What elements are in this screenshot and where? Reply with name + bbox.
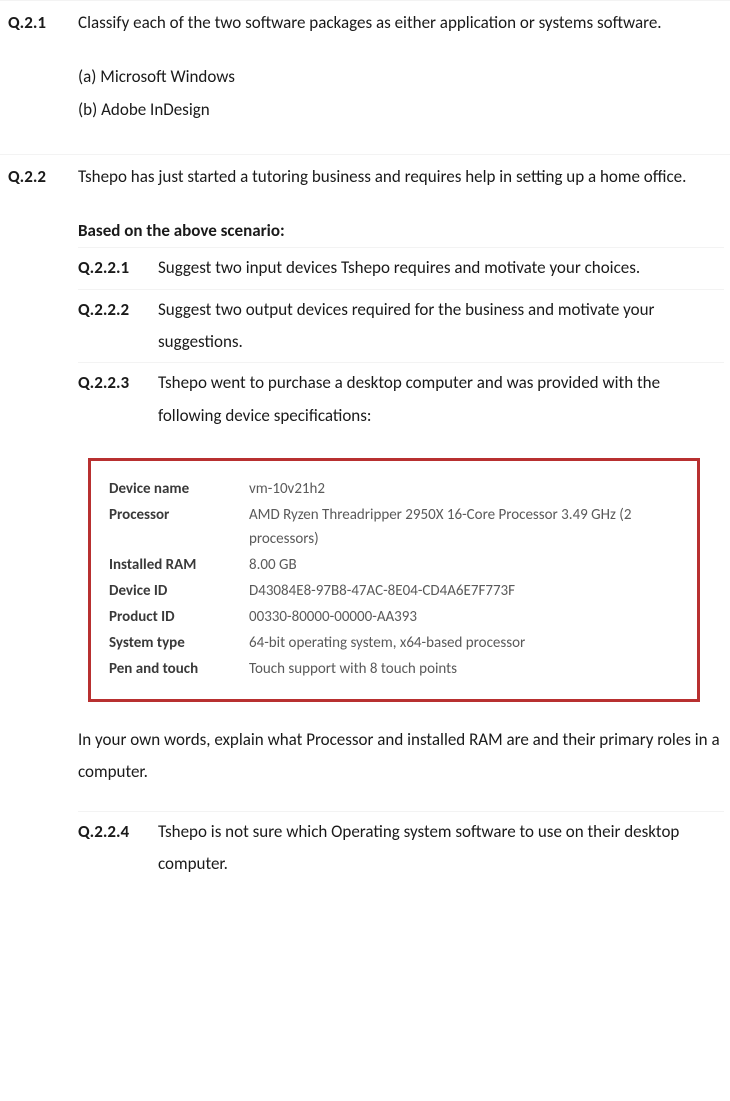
subquestion-text: Tshepo is not sure which Operating syste… — [158, 816, 724, 881]
question-number: Q.2.1 — [0, 7, 78, 148]
explain-text: In your own words, explain what Processo… — [78, 724, 724, 789]
spacer — [78, 126, 724, 148]
question-body: Tshepo has just started a tutoring busin… — [78, 161, 730, 884]
document-root: Q.2.1 Classify each of the two software … — [0, 0, 730, 890]
spec-label: Processor — [109, 503, 249, 551]
spec-row: Device IDD43084E8-97B8-47AC-8E04-CD4A6E7… — [109, 579, 679, 603]
spec-value: D43084E8-97B8-47AC-8E04-CD4A6E7F773F — [249, 579, 679, 603]
spacer — [78, 789, 724, 811]
spec-row: Installed RAM8.00 GB — [109, 553, 679, 577]
spacer — [78, 193, 724, 215]
subquestion-number: Q.2.2.2 — [78, 294, 158, 359]
spec-value: Touch support with 8 touch points — [249, 657, 679, 681]
spec-row: Pen and touchTouch support with 8 touch … — [109, 657, 679, 681]
spec-value: 00330-80000-00000-AA393 — [249, 605, 679, 629]
spec-value: 8.00 GB — [249, 553, 679, 577]
subquestion-number: Q.2.2.4 — [78, 816, 158, 881]
scenario-heading: Based on the above scenario: — [78, 215, 724, 247]
spec-value: 64-bit operating system, x64-based proce… — [249, 631, 679, 655]
question-number: Q.2.2 — [0, 161, 78, 884]
option-b: (b) Adobe InDesign — [78, 94, 724, 126]
spec-value: vm-10v21h2 — [249, 477, 679, 501]
spec-label: Product ID — [109, 605, 249, 629]
spec-row: System type64-bit operating system, x64-… — [109, 631, 679, 655]
spec-row: Device namevm-10v21h2 — [109, 477, 679, 501]
question-q22: Q.2.2 Tshepo has just started a tutoring… — [0, 154, 730, 890]
spec-label: Installed RAM — [109, 553, 249, 577]
spacer — [78, 39, 724, 61]
option-a: (a) Microsoft Windows — [78, 61, 724, 93]
subquestion-q222: Q.2.2.2 Suggest two output devices requi… — [78, 289, 724, 363]
spec-label: System type — [109, 631, 249, 655]
subquestion-text: Suggest two input devices Tshepo require… — [158, 252, 724, 284]
subquestion-number: Q.2.2.1 — [78, 252, 158, 284]
question-text: Classify each of the two software packag… — [78, 7, 724, 39]
subquestion-q224: Q.2.2.4 Tshepo is not sure which Operati… — [78, 811, 724, 885]
subquestion-text: Suggest two output devices required for … — [158, 294, 724, 359]
subquestion-q223: Q.2.2.3 Tshepo went to purchase a deskto… — [78, 362, 724, 436]
subquestion-q221: Q.2.2.1 Suggest two input devices Tshepo… — [78, 247, 724, 288]
subquestion-text: Tshepo went to purchase a desktop comput… — [158, 367, 724, 432]
subquestion-number: Q.2.2.3 — [78, 367, 158, 432]
spec-value: AMD Ryzen Threadripper 2950X 16-Core Pro… — [249, 503, 679, 551]
question-q21: Q.2.1 Classify each of the two software … — [0, 0, 730, 154]
question-body: Classify each of the two software packag… — [78, 7, 730, 148]
question-text: Tshepo has just started a tutoring busin… — [78, 161, 724, 193]
spec-row: Product ID00330-80000-00000-AA393 — [109, 605, 679, 629]
spec-label: Device ID — [109, 579, 249, 603]
spec-label: Device name — [109, 477, 249, 501]
spec-row: ProcessorAMD Ryzen Threadripper 2950X 16… — [109, 503, 679, 551]
device-spec-box: Device namevm-10v21h2ProcessorAMD Ryzen … — [88, 458, 700, 702]
spec-label: Pen and touch — [109, 657, 249, 681]
